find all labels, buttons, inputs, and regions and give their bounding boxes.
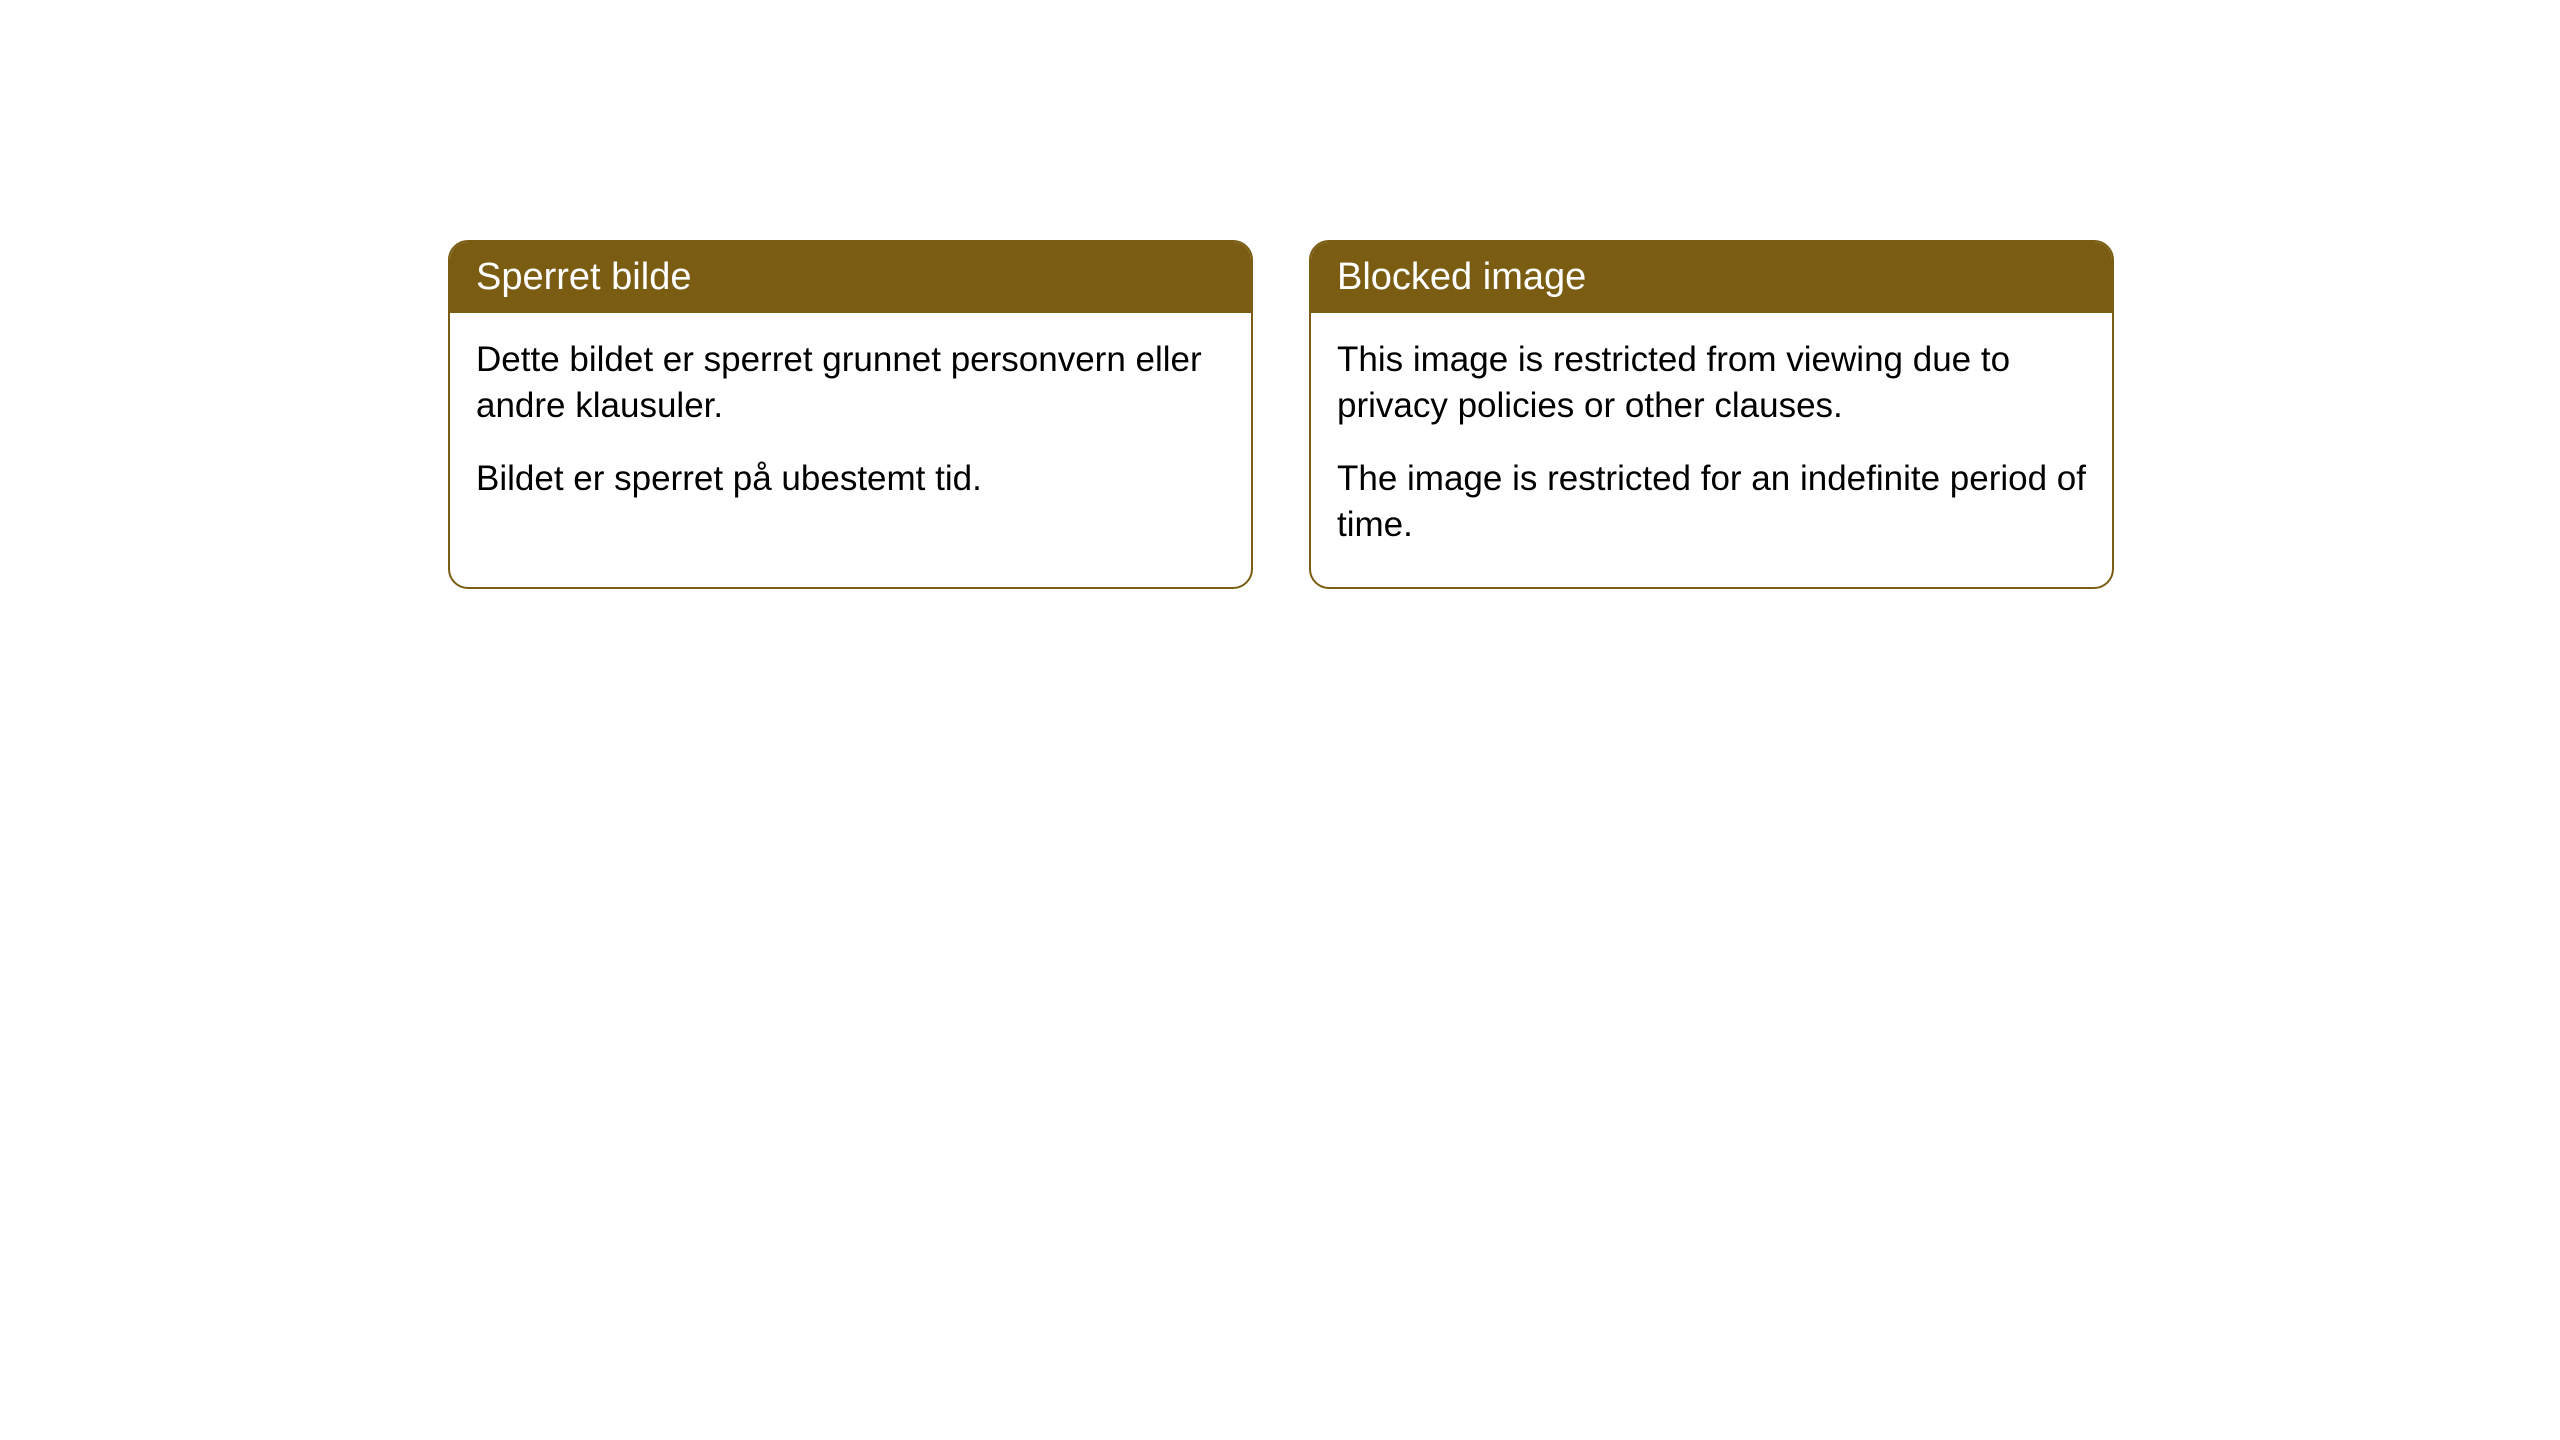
card-body-english: This image is restricted from viewing du… — [1311, 313, 2112, 587]
card-paragraph-2-english: The image is restricted for an indefinit… — [1337, 456, 2086, 547]
blocked-image-card-norwegian: Sperret bilde Dette bildet er sperret gr… — [448, 240, 1253, 589]
card-header-norwegian: Sperret bilde — [450, 242, 1251, 313]
blocked-image-card-english: Blocked image This image is restricted f… — [1309, 240, 2114, 589]
card-title-norwegian: Sperret bilde — [476, 256, 1225, 299]
card-body-norwegian: Dette bildet er sperret grunnet personve… — [450, 313, 1251, 542]
notice-cards-container: Sperret bilde Dette bildet er sperret gr… — [448, 240, 2114, 589]
card-header-english: Blocked image — [1311, 242, 2112, 313]
card-paragraph-1-norwegian: Dette bildet er sperret grunnet personve… — [476, 337, 1225, 428]
card-title-english: Blocked image — [1337, 256, 2086, 299]
card-paragraph-1-english: This image is restricted from viewing du… — [1337, 337, 2086, 428]
card-paragraph-2-norwegian: Bildet er sperret på ubestemt tid. — [476, 456, 1225, 502]
